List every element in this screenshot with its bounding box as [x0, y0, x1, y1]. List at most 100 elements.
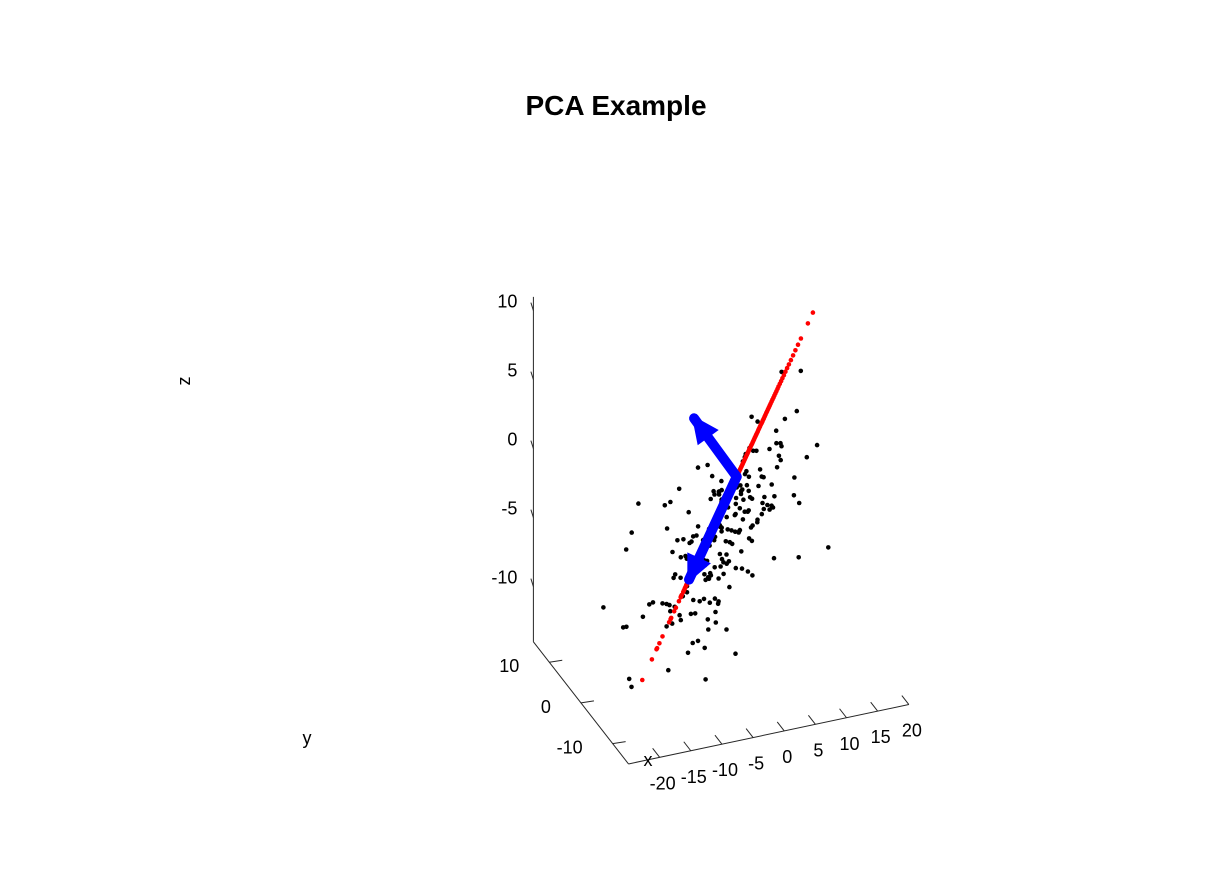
data-point: [686, 509, 691, 515]
data-point: [678, 617, 684, 623]
data-point: [712, 565, 717, 570]
tick-mark: [530, 440, 534, 449]
y-axis-label: y: [303, 728, 312, 748]
tick-label: 5: [507, 361, 517, 381]
tick-mark: [714, 734, 723, 745]
data-point: [741, 497, 746, 503]
data-point: [792, 475, 797, 480]
tick-label: 15: [871, 727, 891, 747]
data-point: [706, 576, 712, 582]
tick-label: -5: [748, 754, 764, 774]
data-point: [717, 551, 723, 557]
projection-point: [671, 609, 677, 614]
data-point: [601, 605, 606, 610]
data-point: [767, 446, 772, 452]
data-point: [778, 440, 783, 446]
projection-point: [676, 598, 682, 604]
data-point: [712, 492, 717, 497]
data-point: [750, 523, 755, 528]
data-point: [695, 524, 701, 529]
tick-mark: [530, 371, 534, 380]
data-point: [705, 617, 711, 622]
data-point: [755, 419, 760, 424]
data-point: [814, 442, 820, 448]
tick-marks: [530, 302, 910, 758]
data-point: [779, 369, 784, 375]
projection-point: [790, 353, 796, 358]
tick-mark: [745, 728, 754, 738]
projection-point: [798, 336, 804, 341]
data-point: [724, 514, 729, 520]
data-point: [796, 555, 801, 560]
pc-vector-2-arrowhead: [691, 415, 719, 446]
tick-mark: [530, 578, 534, 587]
x-axis-label: x: [644, 750, 653, 770]
data-point: [712, 596, 718, 601]
projection-point: [786, 362, 792, 367]
data-point: [755, 517, 760, 522]
data-point: [701, 596, 707, 602]
data-point: [765, 502, 770, 508]
projection-point: [673, 605, 679, 610]
data-point: [719, 529, 724, 534]
data-point: [678, 575, 683, 581]
tick-mark: [530, 509, 534, 518]
data-point: [749, 414, 754, 420]
data-point: [772, 494, 777, 499]
data-point: [721, 571, 726, 577]
pc-vector-1-arrowhead: [687, 552, 711, 584]
tick-label: 5: [813, 740, 823, 760]
tick-mark: [580, 700, 595, 704]
data-point: [695, 638, 701, 644]
data-point: [767, 507, 772, 512]
data-point: [719, 556, 725, 562]
data-point: [733, 495, 739, 501]
data-point: [756, 483, 761, 489]
projection-point: [783, 369, 788, 375]
data-point: [707, 570, 713, 576]
z-axis-label: z: [174, 377, 194, 386]
data-point: [676, 486, 682, 492]
data-point: [782, 416, 788, 422]
data-point: [757, 467, 763, 472]
tick-label: -10: [491, 568, 517, 588]
projection-point: [781, 372, 787, 378]
data-point: [719, 487, 724, 493]
data-point: [623, 547, 629, 552]
tick-mark: [901, 695, 910, 705]
data-point: [744, 468, 749, 474]
data-point: [791, 493, 797, 498]
data-point: [774, 440, 779, 446]
data-point: [749, 538, 755, 544]
data-point: [776, 453, 782, 459]
data-point: [675, 538, 680, 543]
tick-label: 0: [782, 747, 792, 767]
tick-mark: [652, 748, 661, 758]
data-point: [760, 500, 765, 506]
data-point: [778, 457, 783, 463]
data-point: [660, 601, 665, 606]
data-point: [703, 677, 708, 682]
principal-component-vectors: [684, 413, 742, 585]
data-point: [738, 491, 744, 497]
data-point: [713, 620, 719, 625]
data-point: [707, 600, 713, 605]
data-point: [733, 651, 738, 656]
data-point: [681, 537, 686, 542]
data-point: [750, 573, 755, 578]
data-point: [685, 650, 691, 656]
data-point: [754, 448, 759, 454]
data-point: [736, 528, 742, 534]
data-point: [761, 506, 767, 512]
data-point: [716, 576, 721, 581]
tick-label: 10: [497, 292, 517, 312]
data-point: [796, 500, 802, 506]
data-point: [664, 526, 670, 531]
data-point: [702, 645, 707, 651]
tick-mark: [839, 708, 847, 719]
data-point: [798, 368, 804, 374]
tick-mark: [808, 715, 816, 725]
data-point: [667, 602, 672, 608]
data-point: [691, 597, 696, 603]
